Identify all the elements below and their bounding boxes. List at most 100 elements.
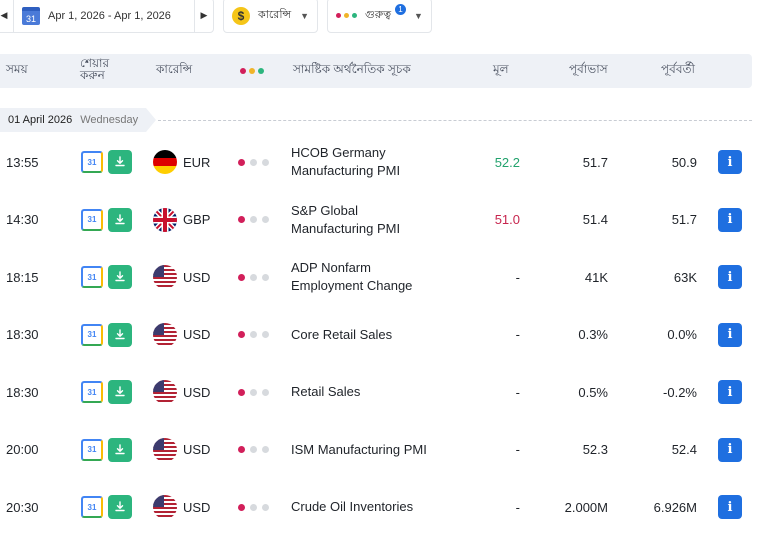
currency-filter[interactable]: $ কারেন্সি ▼ [223,0,318,33]
event-previous: 51.7 [671,212,697,227]
event-time: 18:15 [6,269,39,285]
header-forecast: পূর্বাভাস [569,62,608,76]
table-row[interactable]: 18:30 31 USD Retail Sales - 0.5% -0.2% i [0,363,766,421]
event-name[interactable]: Crude Oil Inventories [291,478,481,536]
google-calendar-button[interactable]: 31 [81,478,103,536]
importance-legend-icon [240,68,264,74]
dollar-coin-icon: $ [232,6,250,25]
google-calendar-button[interactable]: 31 [81,363,103,421]
google-calendar-button[interactable]: 31 [81,306,103,364]
event-name[interactable]: ISM Manufacturing PMI [291,421,481,479]
info-button[interactable]: i [718,363,742,421]
info-icon: i [718,322,742,347]
importance-dots-icon [238,446,269,453]
download-button[interactable] [108,133,132,191]
event-previous: 63K [673,269,697,285]
table-row[interactable]: 14:30 31 GBP S&P Global Manufacturing PMI… [0,191,766,249]
event-importance [238,421,269,479]
info-button[interactable]: i [718,421,742,479]
table-row[interactable]: 18:15 31 USD ADP Nonfarm Employment Chang… [0,248,766,306]
table-row[interactable]: 13:55 31 EUR HCOB Germany Manufacturing P… [0,133,766,191]
event-currency: USD [183,384,211,400]
prev-date-button[interactable]: ◀ [0,0,13,32]
table-row[interactable]: 18:30 31 USD Core Retail Sales - 0.3% 0.… [0,306,766,364]
event-time: 20:30 [6,499,39,515]
event-name-line1: S&P Global [291,202,358,218]
event-time: 13:55 [6,154,39,170]
download-button[interactable] [108,306,132,364]
us-flag-icon [153,322,177,347]
header-share: শেয়ার করুন [80,57,109,91]
download-button[interactable] [108,421,132,479]
date-range-display[interactable]: 31 Apr 1, 2026 - Apr 1, 2026 [13,0,195,32]
event-previous: -0.2% [663,384,697,400]
importance-dots-icon [336,13,357,18]
download-button[interactable] [108,248,132,306]
google-calendar-button[interactable]: 31 [81,421,103,479]
google-calendar-button[interactable]: 31 [81,191,103,249]
event-forecast: 0.5% [578,384,608,400]
flag-cell [153,248,177,306]
gb-flag-icon [153,207,177,232]
event-forecast: 0.3% [578,327,608,342]
header-previous: পূর্ববর্তী [661,62,695,76]
table-row[interactable]: 20:30 31 USD Crude Oil Inventories - 2.0… [0,478,766,536]
us-flag-icon [153,265,177,289]
google-calendar-icon: 31 [81,381,103,403]
info-button[interactable]: i [718,478,742,536]
event-name[interactable]: ADP Nonfarm Employment Change [291,248,481,306]
date-group-row: 01 April 2026 Wednesday [0,108,766,132]
event-time: 20:00 [6,442,39,457]
date-group-date: 01 April 2026 [8,114,73,126]
event-name[interactable]: Retail Sales [291,363,481,421]
event-previous: 0.0% [667,327,697,342]
google-calendar-icon: 31 [81,208,103,231]
event-name[interactable]: Core Retail Sales [291,306,481,364]
date-group-weekday: Wednesday [80,114,139,126]
google-calendar-button[interactable]: 31 [81,248,103,306]
download-icon [108,380,132,404]
event-currency: EUR [183,154,211,170]
flag-cell [153,421,177,479]
event-forecast: 51.7 [582,154,608,170]
google-calendar-button[interactable]: 31 [81,133,103,191]
header-actual: মূল [493,62,509,76]
info-button[interactable]: i [718,133,742,191]
table-row[interactable]: 20:00 31 USD ISM Manufacturing PMI - 52.… [0,421,766,479]
download-button[interactable] [108,478,132,536]
event-name[interactable]: S&P Global Manufacturing PMI [291,191,481,249]
event-currency: USD [183,327,211,342]
event-actual: - [515,384,520,400]
info-button[interactable]: i [718,248,742,306]
event-name[interactable]: HCOB Germany Manufacturing PMI [291,133,481,191]
google-calendar-icon: 31 [81,496,103,518]
event-currency: USD [183,269,211,285]
date-range-picker[interactable]: ◀ 31 Apr 1, 2026 - Apr 1, 2026 ▶ [0,0,214,33]
info-icon: i [718,150,742,174]
event-actual: 51.0 [494,212,520,227]
info-icon: i [718,380,742,404]
flag-cell [153,363,177,421]
info-icon: i [718,437,742,462]
download-button[interactable] [108,363,132,421]
next-date-button[interactable]: ▶ [195,0,213,32]
header-time: সময় [6,62,28,76]
event-time: 18:30 [6,327,39,342]
currency-filter-label: কারেন্সি [258,9,292,21]
info-button[interactable]: i [718,306,742,364]
event-importance [238,248,269,306]
event-actual: - [515,499,520,515]
event-name-line1: Retail Sales [291,384,361,399]
importance-dots-icon [238,503,269,511]
chevron-left-icon: ◀ [0,10,8,20]
event-actual: - [515,269,520,285]
download-button[interactable] [108,191,132,249]
event-name-line2: Manufacturing PMI [291,163,401,178]
event-currency: GBP [183,212,211,227]
google-calendar-icon: 31 [81,151,103,173]
chevron-down-icon: ▼ [414,10,423,21]
download-icon [108,265,132,289]
info-button[interactable]: i [718,191,742,249]
google-calendar-icon: 31 [81,266,103,288]
importance-filter[interactable]: গুরুত্ব 1 ▼ [327,0,432,33]
